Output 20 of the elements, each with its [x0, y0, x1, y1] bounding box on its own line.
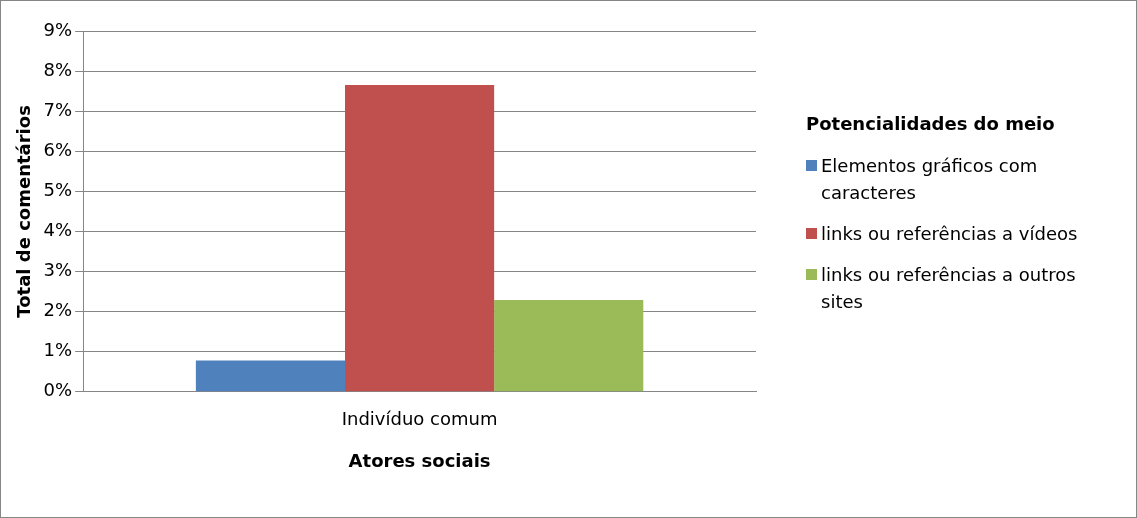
x-tick-label: Indivíduo comum — [341, 408, 498, 430]
y-tick-label: 4% — [43, 219, 73, 241]
x-axis-title: Atores sociais — [348, 449, 491, 471]
y-tick-label: 7% — [43, 98, 73, 120]
y-tick-label: 1% — [43, 339, 73, 361]
bar — [195, 360, 345, 392]
y-axis-title: Total de comentários — [13, 105, 35, 318]
y-tick-label: 5% — [43, 179, 73, 201]
y-tick-label: 3% — [43, 259, 73, 281]
y-tick-label: 2% — [43, 299, 73, 321]
y-tick-label: 8% — [43, 58, 73, 80]
y-tick-label: 0% — [43, 379, 73, 401]
y-tick-label: 6% — [43, 138, 73, 160]
legend-title: Potencialidades do meio — [806, 113, 1056, 134]
legend-label: Elementos gráficos com caracteres — [821, 154, 1039, 205]
legend-label: links ou referências a vídeos — [821, 222, 1078, 246]
legend-label: links ou referências a outros sites — [821, 263, 1077, 314]
bar — [345, 85, 495, 392]
y-tick-label: 9% — [43, 18, 73, 40]
bar — [494, 300, 644, 392]
